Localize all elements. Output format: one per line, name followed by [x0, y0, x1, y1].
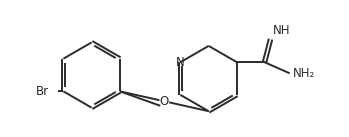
Text: Br: Br [36, 85, 49, 98]
Text: NH: NH [273, 24, 291, 37]
Text: N: N [176, 56, 185, 69]
Text: NH₂: NH₂ [293, 67, 315, 80]
Text: O: O [159, 95, 169, 108]
